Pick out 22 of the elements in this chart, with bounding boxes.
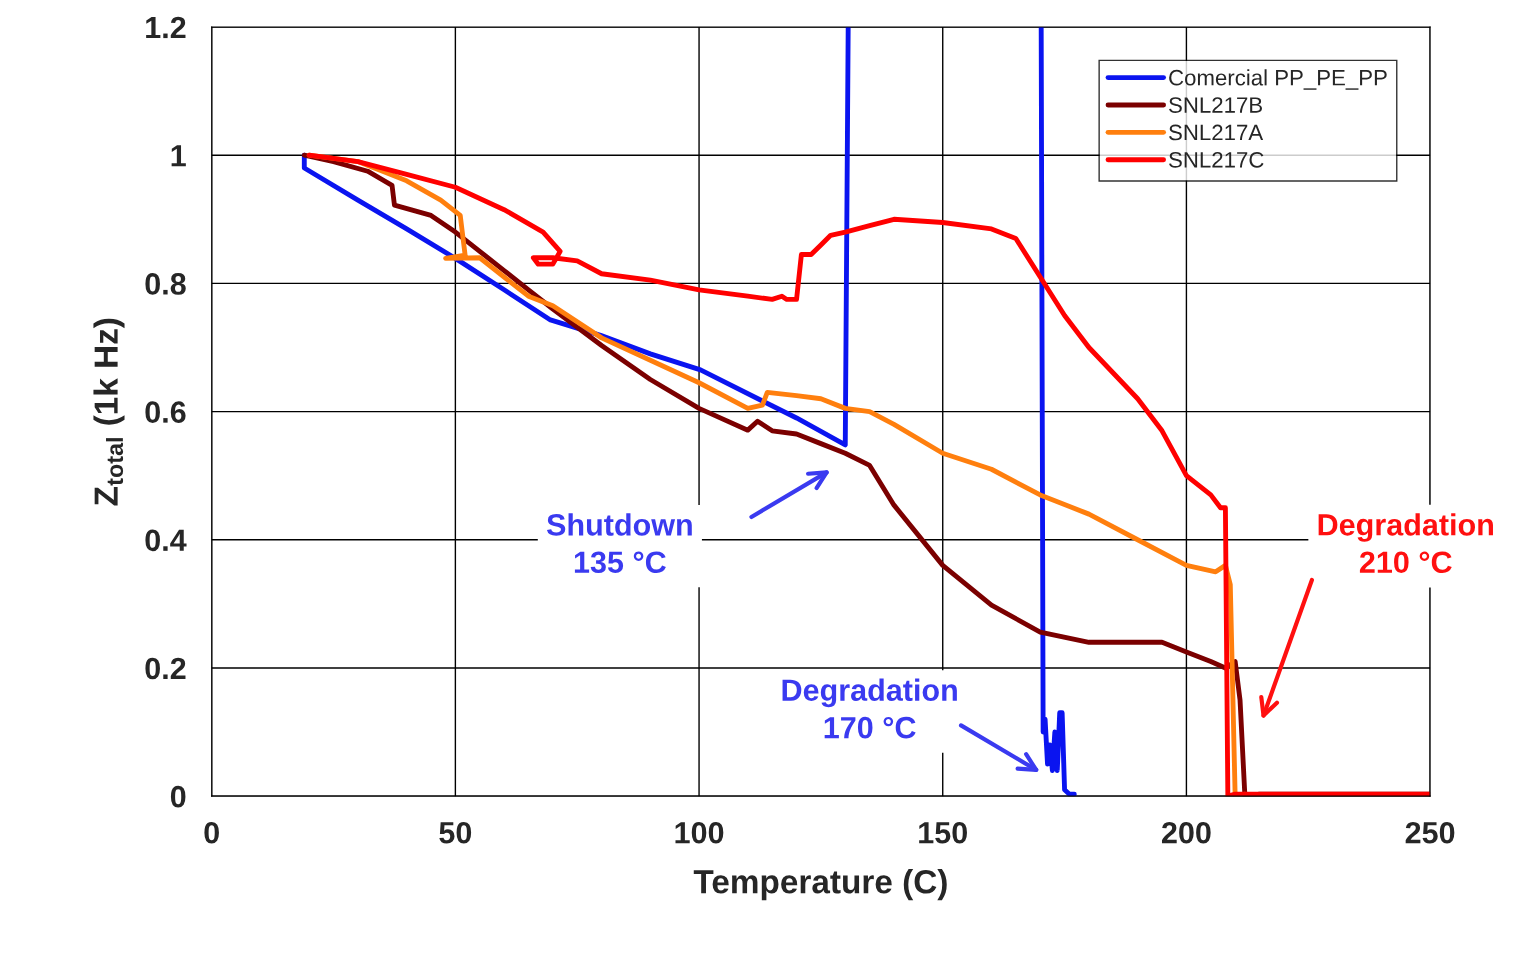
legend-label: SNL217A	[1169, 124, 1264, 141]
annotation: Shutdown 135 °C	[546, 513, 692, 574]
x-tick-label: 250	[1405, 821, 1455, 844]
legend-label: SNL217C	[1169, 151, 1264, 168]
y-tick-label: 0.2	[145, 657, 186, 680]
x-tick-label: 100	[675, 821, 724, 844]
x-tick-label: 200	[1161, 821, 1211, 844]
annotation: Degradation 210 °C	[1318, 513, 1493, 574]
y-tick-label: 0.4	[145, 529, 187, 552]
y-tick-label: 0.8	[145, 273, 186, 295]
x-tick-label: 150	[919, 821, 967, 844]
y-tick-label: 0.6	[145, 401, 186, 423]
y-axis-title: Z$_{total}$ (1k Hz)	[93, 318, 125, 506]
legend-label: Comercial PP_PE_PP	[1169, 69, 1387, 90]
y-tick-label: 0	[170, 785, 186, 808]
x-tick-label: 0	[204, 821, 219, 844]
annotation: Degradation 170 °C	[782, 678, 957, 739]
x-tick-label: 50	[439, 821, 472, 844]
legend-label: SNL217B	[1169, 97, 1262, 113]
y-tick-label: 1	[171, 145, 186, 167]
x-axis-title: Temperature (C)	[693, 869, 947, 901]
y-tick-label: 1.2	[146, 16, 186, 39]
